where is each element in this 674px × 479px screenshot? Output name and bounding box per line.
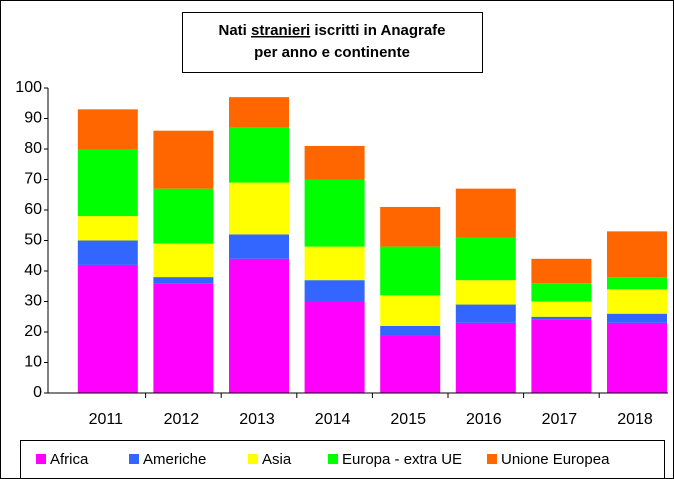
bar-segment [531,301,592,317]
bar-segment [229,97,289,128]
chart-title: Nati stranieri iscritti in Anagrafe [218,22,445,39]
bar-segment [531,319,592,393]
bar-segment [607,289,667,314]
y-tick-label: 30 [24,293,42,310]
title-part: stranieri [251,22,310,39]
bar-segment [304,179,365,247]
bar-segment [304,280,365,302]
bar-segment [607,277,667,290]
y-tick-label: 0 [33,384,42,401]
y-tick-label: 50 [24,232,42,249]
bar-segment [77,240,138,265]
title-part: Nati [218,22,246,39]
bar-segment [153,277,214,284]
y-tick-label: 40 [24,262,42,279]
bar-segment [607,313,667,323]
y-tick-label: 60 [24,201,42,218]
bar-segment [304,246,365,281]
bar-segment [455,237,516,281]
bar-segment [455,322,516,393]
bar-segment [380,206,441,247]
x-tick-label: 2011 [89,411,124,428]
bar-segment [455,188,516,238]
bar-segment [229,234,289,259]
bar-segment [531,283,592,302]
x-tick-label: 2016 [466,411,502,428]
bar-segment [153,188,214,244]
legend-swatch [248,454,258,464]
x-tick-label: 2012 [164,411,200,428]
legend-label: Asia [262,451,292,468]
bar-segment [153,243,214,278]
bar-segment [531,258,592,284]
y-tick-label: 90 [24,110,42,127]
legend-label: Europa - extra UE [342,451,462,468]
bar-segment [229,182,289,235]
legend-swatch [36,454,46,464]
y-tick-label: 10 [24,354,42,371]
x-tick-label: 2013 [239,411,275,428]
x-tick-label: 2014 [315,411,351,428]
bar-segment [77,216,138,241]
legend-label: Americhe [143,451,206,468]
bar-segment [455,304,516,323]
y-tick-label: 70 [24,171,42,188]
y-tick-label: 80 [24,140,42,157]
y-tick-label: 20 [24,323,42,340]
bar-segment [304,145,365,180]
bar-segment [77,109,138,149]
bar-segment [380,295,441,326]
bar-segment [455,280,516,305]
legend-box [20,440,665,479]
legend-swatch [328,454,338,464]
x-tick-label: 2018 [617,411,653,428]
bar-segment [380,325,441,336]
y-tick-label: 100 [15,79,42,96]
legend-swatch [487,454,497,464]
bar-segment [531,316,592,320]
bar-segment [77,264,138,393]
bar-segment [607,322,667,393]
legend-swatch [129,454,139,464]
title-part: iscritti in Anagrafe [314,22,445,39]
bar-segment [607,231,667,278]
bar-segment [153,283,214,393]
bar-segment [380,335,441,393]
title-box [182,12,483,73]
x-tick-label: 2015 [390,411,426,428]
legend-label: Unione Europea [501,451,610,468]
x-tick-label: 2017 [542,411,578,428]
bar-segment [77,149,138,217]
bar-segment [229,127,289,183]
legend-label: Africa [50,451,89,468]
bar-segment [229,258,289,393]
bar-segment [380,246,441,296]
chart-title: per anno e continente [254,44,410,61]
bar-segment [153,130,214,189]
bar-segment [304,301,365,393]
